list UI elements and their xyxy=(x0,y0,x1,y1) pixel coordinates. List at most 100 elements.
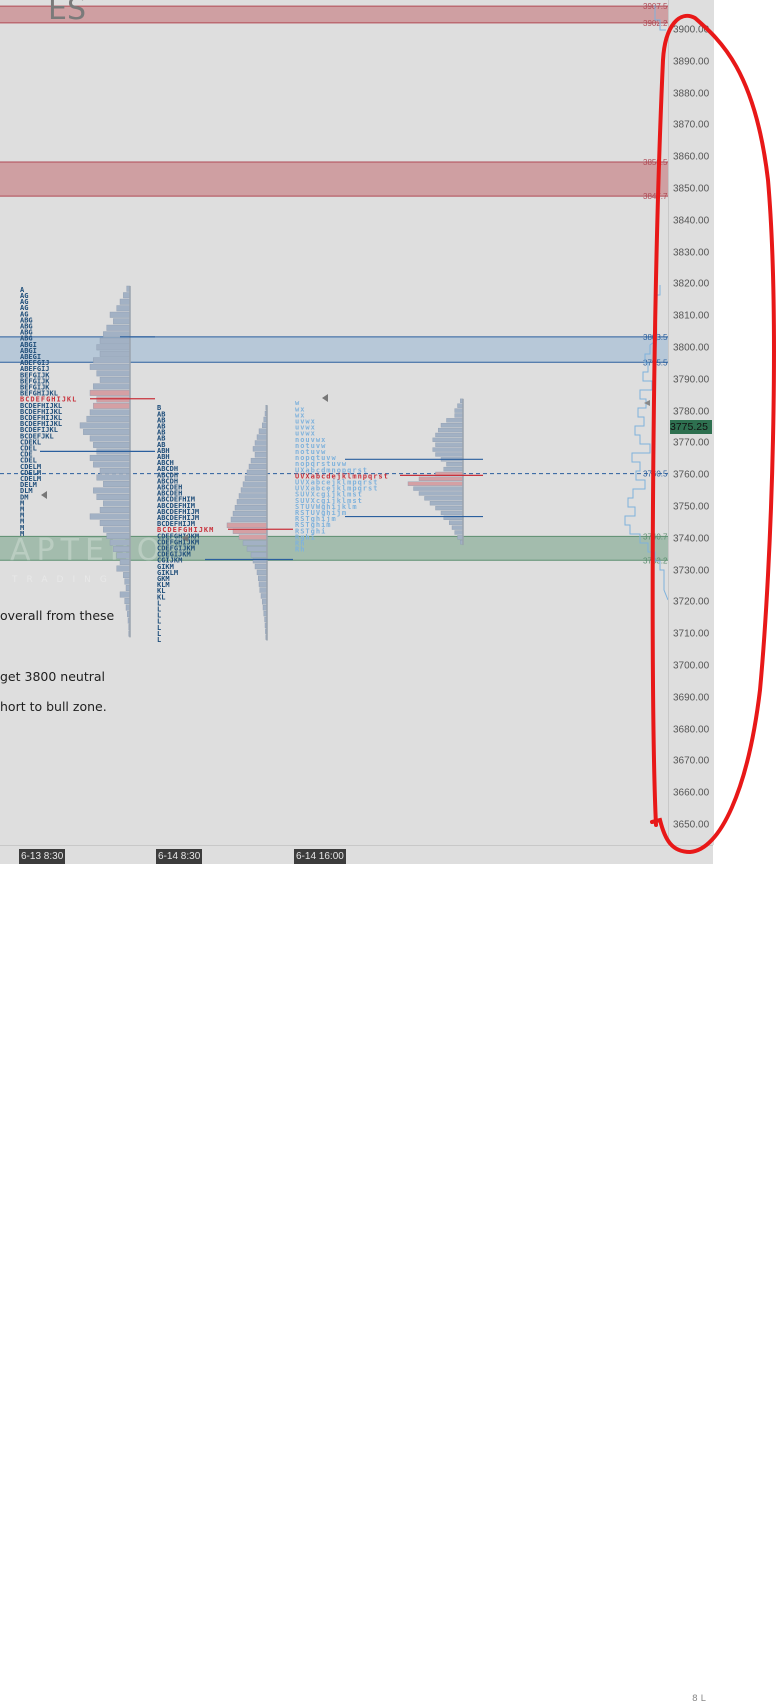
watermark-sub: TRADING xyxy=(11,575,116,585)
volume-bar xyxy=(244,475,268,481)
tpo-row: ABCDEFHIM xyxy=(157,502,195,510)
tpo-row: DM xyxy=(20,493,28,501)
volume-bar xyxy=(96,494,131,500)
tpo-row: SUVXcgijklmst xyxy=(295,491,363,499)
tpo-row: CDE xyxy=(20,451,33,459)
time-axis[interactable]: 6-13 8:30 6-14 8:30 6-14 16:00 8 L xyxy=(0,845,713,1704)
marker-arrow xyxy=(182,534,188,542)
tpo-row: DLM xyxy=(20,487,33,495)
time-label: 6-13 8:30 xyxy=(19,849,66,864)
tpo-row: M xyxy=(20,530,24,538)
tpo-row: CGIJKM xyxy=(157,557,182,565)
corner-label: 8 L xyxy=(692,1694,706,1704)
tpo-row: BCDEFHIJKL xyxy=(20,402,62,410)
tpo-row: ABCDH xyxy=(157,471,178,479)
volume-bar xyxy=(446,462,464,467)
price-tick-label: 3790.00 xyxy=(673,374,710,386)
volume-bar xyxy=(89,389,131,396)
volume-bar xyxy=(407,481,464,486)
volume-bar xyxy=(93,402,131,409)
volume-bar xyxy=(435,432,464,438)
tpo-row: AB xyxy=(157,416,165,424)
tpo-row: CDELM xyxy=(20,475,41,483)
tpo-row: CDEKL xyxy=(20,438,41,446)
tpo-row: ABEFGIJ xyxy=(20,365,50,373)
volume-bar xyxy=(99,337,131,344)
volume-bar xyxy=(440,423,464,428)
tpo-row: L xyxy=(157,606,161,614)
tpo-row: wx xyxy=(295,411,305,419)
volume-bar xyxy=(451,525,464,530)
chart-plot-area[interactable]: 3907.503902.253858.503847.753803.503795.… xyxy=(0,0,668,845)
volume-bar xyxy=(256,569,268,576)
tpo-row: w xyxy=(295,399,300,407)
volume-bar xyxy=(446,418,464,423)
tpo-row: CDEFGIJKM xyxy=(157,545,195,553)
tpo-row: UVXabcdejklmnpqrst xyxy=(295,472,389,480)
dashed-level-label: 3760.50 xyxy=(643,470,668,479)
price-tick-label: 3660.00 xyxy=(673,787,710,799)
volume-bar xyxy=(99,376,131,383)
volume-bar xyxy=(246,546,268,552)
volume-bar xyxy=(435,505,464,511)
volume-bar xyxy=(440,510,464,516)
tpo-row: UVXabcejklmpqrst xyxy=(295,485,378,493)
tpo-row: ABEFGIJ xyxy=(20,359,50,367)
price-tick-label: 3800.00 xyxy=(673,342,710,354)
price-tick-label: 3780.00 xyxy=(673,406,710,418)
tpo-row: UXabcdmnopqrst xyxy=(295,466,368,474)
tpo-row: ABH xyxy=(157,447,170,455)
price-tick-label: 3750.00 xyxy=(673,501,710,513)
volume-bar xyxy=(106,324,131,331)
volume-bar xyxy=(250,457,268,464)
volume-bar xyxy=(457,535,464,540)
price-tick-label: 3710.00 xyxy=(673,628,710,640)
price-tick-label: 3880.00 xyxy=(673,88,710,100)
tpo-row: AB xyxy=(157,435,165,443)
symbol-label: ES xyxy=(48,0,86,27)
volume-bar xyxy=(116,565,131,572)
market-profile: wwxwxuvwxuvwxuvwxnouvwxnotuvwnotuvwnopqt… xyxy=(295,398,483,554)
volume-bar xyxy=(83,428,131,435)
tpo-row: notuvw xyxy=(295,442,326,450)
volume-bar xyxy=(106,533,131,539)
tpo-row: BCDEFHIJKL xyxy=(20,408,62,416)
volume-bar xyxy=(435,452,464,457)
volume-bar xyxy=(238,534,268,540)
tpo-row: GIKM xyxy=(157,563,174,571)
price-tick-label: 3760.00 xyxy=(673,469,710,481)
volume-bar xyxy=(432,437,464,442)
price-tick-label: 3850.00 xyxy=(673,183,710,195)
tpo-row: AG xyxy=(20,310,28,318)
volume-bar xyxy=(93,357,131,364)
tpo-row: BCDEFHIJM xyxy=(157,520,195,528)
tpo-row: GIKLM xyxy=(157,569,178,577)
volume-bar xyxy=(259,587,268,593)
price-tick-label: 3700.00 xyxy=(673,660,710,672)
volume-bar xyxy=(240,487,268,493)
tpo-row: ABCH xyxy=(157,459,174,467)
tpo-row: ABCDEFHIM xyxy=(157,496,195,504)
current-price-label: 3775.25 xyxy=(670,419,712,434)
price-tick-label: 3670.00 xyxy=(673,755,710,767)
tpo-row: L xyxy=(157,612,161,620)
tpo-row: CDEFGHIJKM xyxy=(157,538,199,546)
tpo-row: ABCDEH xyxy=(157,490,182,498)
tpo-row: UVXabcejklmpqrst xyxy=(295,478,378,486)
volume-bar xyxy=(248,463,268,470)
volume-bar xyxy=(238,493,268,499)
tpo-row: AB xyxy=(157,423,165,431)
price-axis[interactable]: 3900.00 3890.00 3880.00 3870.00 3860.00 3850.… xyxy=(668,0,714,845)
market-profile: BABABABABABABABHABHABCHABCDHABCDHABCDHAB… xyxy=(157,404,293,644)
tpo-row: M xyxy=(20,524,24,532)
volume-bar xyxy=(119,591,131,598)
volume-bar xyxy=(242,481,268,487)
volume-bar xyxy=(116,552,131,559)
volume-bar xyxy=(89,363,131,370)
price-tick-label: 3730.00 xyxy=(673,565,710,577)
volume-bar xyxy=(418,491,464,496)
volume-bar xyxy=(99,467,131,474)
chart-canvas[interactable]: 3907.503902.253858.503847.753803.503795.… xyxy=(0,0,668,845)
tpo-row: A xyxy=(20,286,25,294)
time-label: 6-14 16:00 xyxy=(294,849,346,864)
